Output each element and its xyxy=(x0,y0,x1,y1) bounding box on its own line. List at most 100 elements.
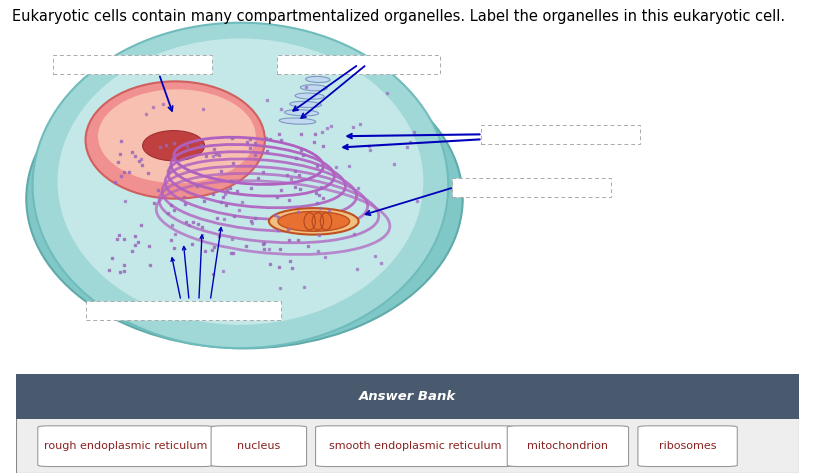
FancyBboxPatch shape xyxy=(53,55,212,74)
Point xyxy=(225,250,238,257)
Point xyxy=(208,243,221,251)
Point xyxy=(403,139,416,146)
Point xyxy=(131,239,144,246)
Point xyxy=(114,150,127,158)
Ellipse shape xyxy=(98,89,256,183)
Ellipse shape xyxy=(301,85,327,91)
Point xyxy=(207,152,220,160)
Point xyxy=(134,221,148,229)
Point xyxy=(148,199,161,207)
Point xyxy=(258,245,271,253)
Point xyxy=(258,240,271,247)
Point xyxy=(284,257,297,264)
Point xyxy=(243,135,256,143)
Point xyxy=(135,161,148,168)
Point xyxy=(213,232,226,239)
Point xyxy=(187,218,200,226)
Point xyxy=(213,151,226,159)
Point xyxy=(114,138,127,145)
Point xyxy=(295,131,308,138)
Point xyxy=(180,218,193,226)
FancyBboxPatch shape xyxy=(315,426,515,466)
Point xyxy=(271,213,284,220)
Point xyxy=(289,155,302,162)
Point xyxy=(226,159,239,167)
Point xyxy=(308,130,321,138)
Point xyxy=(248,140,261,147)
Point xyxy=(300,84,313,91)
Ellipse shape xyxy=(284,110,319,116)
Point xyxy=(294,186,307,193)
Ellipse shape xyxy=(143,131,205,161)
Point xyxy=(275,136,288,144)
Point xyxy=(207,271,220,278)
Point xyxy=(245,219,258,227)
Point xyxy=(272,131,285,138)
Point xyxy=(167,206,180,214)
Point xyxy=(108,178,121,186)
Point xyxy=(317,142,330,150)
Text: ribosomes: ribosomes xyxy=(659,441,716,451)
Point xyxy=(407,128,420,135)
Ellipse shape xyxy=(33,23,448,348)
Text: mitochondrion: mitochondrion xyxy=(527,441,608,451)
Point xyxy=(117,267,130,274)
Point xyxy=(323,207,336,214)
Point xyxy=(156,100,170,107)
Point xyxy=(214,167,227,175)
Point xyxy=(311,200,324,207)
Point xyxy=(363,146,377,154)
Point xyxy=(128,241,141,248)
Point xyxy=(191,183,204,190)
Point xyxy=(128,232,141,240)
Ellipse shape xyxy=(86,81,265,199)
Point xyxy=(368,252,381,260)
Point xyxy=(282,236,295,244)
Point xyxy=(113,268,126,276)
Point xyxy=(244,144,257,152)
FancyBboxPatch shape xyxy=(481,125,640,144)
Point xyxy=(289,183,302,191)
Point xyxy=(262,245,275,253)
Point xyxy=(263,260,276,268)
Point xyxy=(147,103,160,111)
Point xyxy=(411,197,424,204)
Point xyxy=(272,263,285,271)
Point xyxy=(216,193,229,201)
Point xyxy=(214,199,227,206)
Point xyxy=(133,158,146,165)
Point xyxy=(106,254,119,262)
Point xyxy=(168,245,181,252)
Point xyxy=(200,152,213,160)
Point xyxy=(352,184,365,192)
Text: rough endoplasmic reticulum: rough endoplasmic reticulum xyxy=(44,441,208,451)
Ellipse shape xyxy=(295,93,324,99)
Point xyxy=(252,174,265,182)
Point xyxy=(342,162,355,170)
Point xyxy=(248,151,261,158)
Point xyxy=(126,247,139,255)
Point xyxy=(224,178,237,185)
Point xyxy=(112,158,125,166)
Point xyxy=(181,142,194,150)
Point xyxy=(275,105,288,113)
Point xyxy=(183,222,196,229)
Point xyxy=(134,155,148,162)
Point xyxy=(286,264,299,272)
FancyBboxPatch shape xyxy=(507,426,628,466)
Point xyxy=(350,265,363,272)
Point xyxy=(169,230,182,238)
Point xyxy=(314,204,327,211)
Point xyxy=(103,266,116,274)
Point xyxy=(232,206,245,213)
Point xyxy=(291,209,304,216)
Point xyxy=(387,160,400,167)
Point xyxy=(177,193,190,201)
FancyBboxPatch shape xyxy=(452,178,611,197)
Point xyxy=(301,242,314,250)
Point xyxy=(197,197,210,205)
Point xyxy=(271,227,284,234)
Point xyxy=(240,242,253,250)
Point xyxy=(320,124,333,132)
Point xyxy=(165,236,178,243)
